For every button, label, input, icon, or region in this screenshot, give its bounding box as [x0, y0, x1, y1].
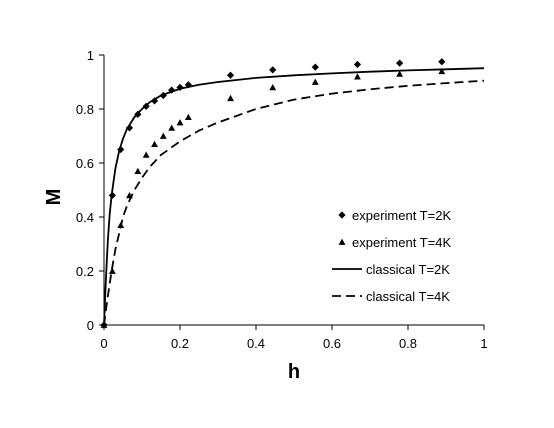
data-point [159, 132, 167, 139]
axes [103, 55, 484, 326]
series-line [103, 79, 485, 326]
plot-area [100, 58, 485, 329]
legend-label: experiment T=2K [352, 208, 451, 223]
x-tick-label: 0.4 [247, 336, 265, 351]
y-tick-label: 0 [87, 318, 94, 333]
legend-item: experiment T=2K [338, 208, 451, 223]
series-line [103, 67, 485, 326]
data-point [353, 60, 362, 69]
data-point [438, 67, 446, 75]
legend-item: experiment T=4K [338, 235, 451, 250]
data-point [134, 167, 142, 174]
data-point [168, 124, 176, 131]
legend-item: classical T=4K [332, 289, 450, 304]
x-tick-label: 0.2 [171, 336, 189, 351]
x-tick-label: 0.8 [399, 336, 417, 351]
legend-label: experiment T=4K [352, 235, 451, 250]
y-axis-title: M [43, 189, 65, 206]
data-point [227, 94, 234, 102]
data-point [269, 84, 277, 91]
data-point [151, 140, 158, 147]
legend-swatch [338, 211, 346, 219]
y-tick-label: 0.8 [76, 102, 94, 117]
y-tick-label: 0.6 [76, 156, 94, 171]
series-classical-t-4k [103, 79, 485, 326]
y-tick-label: 1 [87, 48, 94, 63]
data-point [117, 145, 125, 154]
data-point [125, 124, 134, 132]
legend-label: classical T=2K [366, 262, 450, 277]
data-point [396, 70, 404, 77]
data-point [108, 267, 116, 274]
data-point [311, 63, 319, 71]
data-point [311, 78, 319, 85]
x-tick-label: 0.6 [323, 336, 341, 351]
data-point [396, 59, 404, 67]
x-axis-title: h [288, 361, 300, 383]
series-experiment-t-4k [100, 67, 446, 328]
data-point [184, 113, 192, 120]
data-point [269, 66, 277, 74]
x-tick-label: 1 [480, 336, 487, 351]
data-point [354, 73, 361, 80]
data-point [226, 71, 235, 79]
series-classical-t-2k [103, 67, 485, 326]
data-point [438, 58, 446, 66]
data-point [176, 119, 184, 126]
legend-label: classical T=4K [366, 289, 450, 304]
y-tick-label: 0.4 [76, 210, 94, 225]
y-tick-label: 0.2 [76, 264, 94, 279]
legend-swatch [338, 238, 346, 245]
legend-item: classical T=2K [332, 262, 450, 277]
x-tick-label: 0 [100, 336, 107, 351]
ticks: 0 0.2 0.4 0.6 0.8 1 0 0.2 0.4 0.6 0.8 1 [76, 48, 488, 351]
data-point [142, 151, 150, 158]
legend: experiment T=2K experiment T=4K classical … [332, 208, 451, 304]
